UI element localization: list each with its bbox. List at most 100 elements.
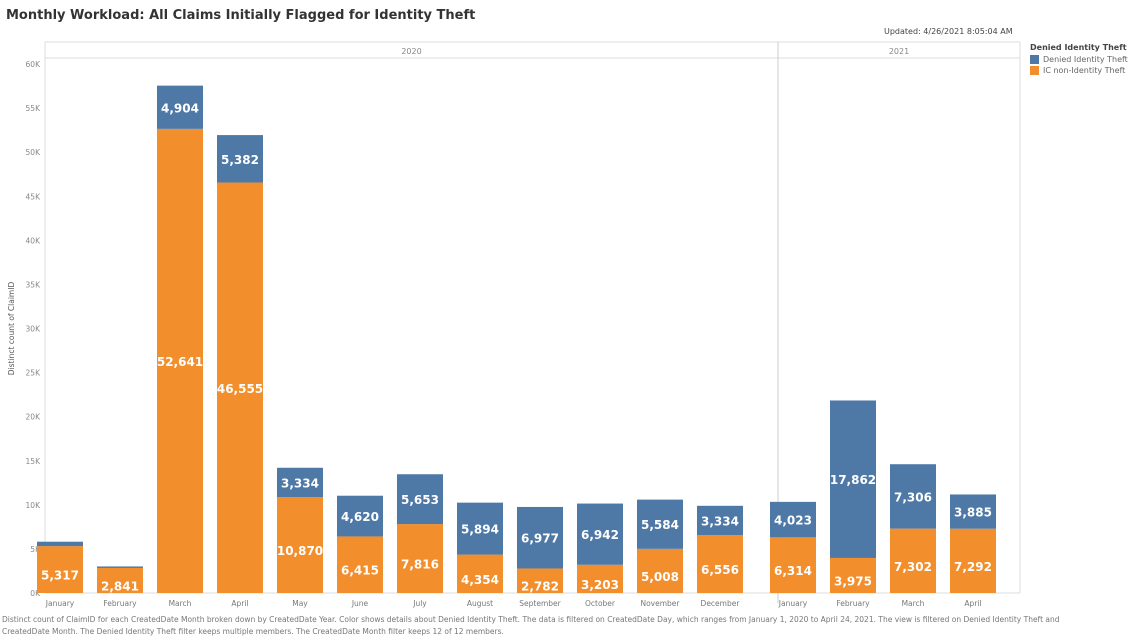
- legend: Denied Identity Theft Denied Identity Th…: [1030, 43, 1128, 77]
- bar-ic-non-identity-theft: [397, 524, 443, 593]
- y-tick-label: 60K: [26, 60, 42, 69]
- bar-denied-identity-theft: [337, 495, 383, 537]
- legend-swatch: [1030, 66, 1039, 75]
- data-label-denied: 6,977: [521, 532, 559, 546]
- y-axis-title: Distinct count of ClaimID: [7, 282, 16, 376]
- bar-denied-identity-theft: [37, 541, 83, 547]
- data-label-denied: 4,620: [341, 510, 379, 524]
- bar-denied-identity-theft: [397, 474, 443, 525]
- x-tick-label: June: [351, 599, 369, 608]
- data-label-denied: 5,894: [461, 523, 499, 537]
- x-tick-label: March: [902, 599, 925, 608]
- y-tick-label: 55K: [26, 104, 42, 113]
- bar-ic-non-identity-theft: [890, 528, 936, 593]
- data-label-ic: 7,302: [894, 560, 932, 574]
- bar-denied-identity-theft: [770, 501, 816, 538]
- legend-label: IC non-Identity Theft: [1043, 66, 1126, 75]
- data-label-denied: 4,904: [161, 101, 199, 115]
- data-label-ic: 5,008: [641, 570, 679, 584]
- data-label-denied: 6,942: [581, 528, 619, 542]
- bar-denied-identity-theft: [890, 464, 936, 529]
- data-label-ic: 52,641: [157, 355, 203, 369]
- data-label-ic: 3,975: [834, 574, 872, 588]
- bar-ic-non-identity-theft: [37, 546, 83, 593]
- bar-ic-non-identity-theft: [637, 548, 683, 593]
- y-tick-label: 5K: [30, 545, 41, 554]
- x-tick-label: February: [103, 599, 137, 608]
- y-tick-label: 20K: [26, 413, 42, 422]
- data-label-ic: 7,816: [401, 558, 439, 572]
- x-tick-label: July: [412, 599, 427, 608]
- bar-denied-identity-theft: [697, 505, 743, 536]
- data-label-ic: 6,314: [774, 564, 812, 578]
- updated-timestamp: Updated: 4/26/2021 8:05:04 AM: [884, 27, 1013, 36]
- bar-ic-non-identity-theft: [337, 536, 383, 593]
- bar-denied-identity-theft: [157, 85, 203, 129]
- bar-ic-non-identity-theft: [697, 535, 743, 593]
- bar-denied-identity-theft: [457, 502, 503, 555]
- bar-ic-non-identity-theft: [157, 128, 203, 594]
- data-label-denied: 17,862: [830, 473, 876, 487]
- x-tick-label: December: [701, 599, 741, 608]
- x-tick-label: January: [45, 599, 75, 608]
- y-tick-label: 40K: [26, 236, 42, 245]
- footnote: Distinct count of ClaimID for each Creat…: [2, 615, 1060, 636]
- bar-ic-non-identity-theft: [770, 537, 816, 593]
- bar-denied-identity-theft: [97, 566, 143, 568]
- data-label-denied: 5,382: [221, 153, 259, 167]
- x-tick-label: April: [231, 599, 248, 608]
- bar-denied-identity-theft: [517, 506, 563, 569]
- chart-title: Monthly Workload: All Claims Initially F…: [6, 8, 476, 23]
- bar-ic-non-identity-theft: [830, 557, 876, 593]
- y-tick-label: 30K: [26, 325, 42, 334]
- data-label-ic: 10,870: [277, 544, 323, 558]
- x-tick-label: February: [836, 599, 870, 608]
- bar-ic-non-identity-theft: [517, 568, 563, 593]
- legend-label: Denied Identity Theft: [1043, 55, 1128, 64]
- data-label-ic: 5,317: [41, 569, 79, 583]
- bar-ic-non-identity-theft: [277, 497, 323, 593]
- bar-denied-identity-theft: [277, 467, 323, 498]
- y-tick-label: 15K: [26, 457, 42, 466]
- bar-denied-identity-theft: [637, 499, 683, 549]
- y-tick-label: 0K: [30, 589, 41, 598]
- data-label-denied: 4,023: [774, 514, 812, 528]
- y-tick-label: 25K: [26, 369, 42, 378]
- data-label-ic: 3,203: [581, 578, 619, 592]
- data-label-ic: 4,354: [461, 573, 499, 587]
- data-label-denied: 7,306: [894, 490, 932, 504]
- x-tick-label: April: [964, 599, 981, 608]
- data-label-denied: 5,584: [641, 518, 679, 532]
- x-tick-label: October: [585, 599, 616, 608]
- data-label-ic: 7,292: [954, 560, 992, 574]
- bar-denied-identity-theft: [577, 503, 623, 565]
- x-tick-label: November: [640, 599, 680, 608]
- legend-swatch: [1030, 55, 1039, 64]
- y-tick-label: 50K: [26, 148, 42, 157]
- legend-title: Denied Identity Theft: [1030, 43, 1127, 52]
- bar-ic-non-identity-theft: [577, 564, 623, 593]
- year-header: 2020: [401, 47, 421, 56]
- legend-item-denied[interactable]: Denied Identity Theft: [1030, 55, 1128, 64]
- data-label-ic: 6,556: [701, 563, 739, 577]
- data-label-ic: 2,782: [521, 580, 559, 594]
- x-tick-label: September: [519, 599, 561, 608]
- data-label-ic: 2,841: [101, 579, 139, 593]
- data-label-ic: 6,415: [341, 564, 379, 578]
- y-tick-label: 10K: [26, 501, 42, 510]
- x-tick-label: May: [292, 599, 308, 608]
- data-label-ic: 46,555: [217, 382, 263, 396]
- bar-denied-identity-theft: [217, 135, 263, 183]
- legend-item-ic[interactable]: IC non-Identity Theft: [1030, 66, 1128, 75]
- y-tick-label: 45K: [26, 192, 42, 201]
- data-label-denied: 3,885: [954, 506, 992, 520]
- x-tick-label: January: [778, 599, 808, 608]
- data-label-denied: 3,334: [701, 515, 739, 529]
- bar-ic-non-identity-theft: [217, 182, 263, 593]
- x-tick-label: March: [169, 599, 192, 608]
- data-label-denied: 3,334: [281, 476, 319, 490]
- y-tick-label: 35K: [26, 280, 42, 289]
- data-label-denied: 5,653: [401, 493, 439, 507]
- bar-ic-non-identity-theft: [97, 567, 143, 593]
